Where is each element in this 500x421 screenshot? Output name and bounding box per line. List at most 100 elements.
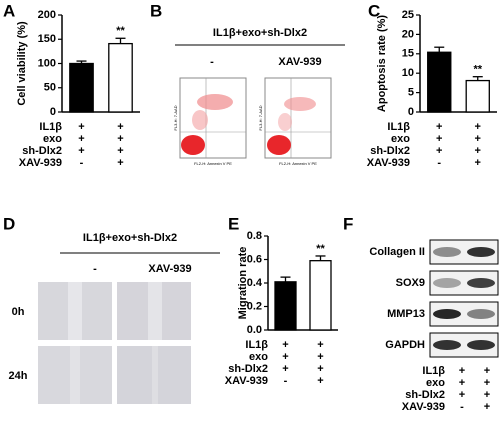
- condition-sign: +: [436, 133, 442, 145]
- condition-sign: +: [317, 375, 323, 387]
- condition-sign: +: [117, 121, 123, 133]
- condition-sign: +: [436, 121, 442, 133]
- condition-sign: +: [78, 121, 84, 133]
- condition-sign: +: [459, 365, 465, 377]
- panel-letter: F: [343, 214, 353, 233]
- y-axis-label: Migration rate: [237, 247, 249, 320]
- condition-sign: -: [284, 375, 288, 387]
- column-label: -: [210, 56, 214, 68]
- condition-label: exo: [43, 133, 62, 145]
- axis-label: FL3-H: 7-AAD: [258, 105, 263, 130]
- y-tick-label: 100: [38, 57, 56, 69]
- axis-label: FL2-H: Annexin V PE: [194, 161, 232, 166]
- condition-sign: +: [317, 339, 323, 351]
- condition-label: XAV-939: [225, 375, 268, 387]
- condition-sign: +: [117, 145, 123, 157]
- condition-sign: +: [282, 351, 288, 363]
- significance: **: [316, 243, 325, 255]
- condition-sign: +: [475, 145, 481, 157]
- condition-sign: +: [484, 389, 490, 401]
- bar: [427, 51, 452, 113]
- y-tick-label: 0.4: [247, 277, 263, 289]
- blot-band: [433, 278, 461, 288]
- row-label: 24h: [9, 370, 28, 382]
- condition-label: IL1β: [39, 121, 62, 133]
- protein-label: MMP13: [387, 308, 425, 320]
- bar: [108, 42, 133, 113]
- blot-band: [467, 340, 495, 350]
- panel-letter: D: [3, 214, 15, 233]
- y-tick-label: 20: [402, 28, 414, 40]
- blot-band: [467, 309, 495, 319]
- condition-sign: +: [484, 365, 490, 377]
- y-tick-label: 15: [402, 48, 414, 60]
- condition-sign: +: [317, 351, 323, 363]
- panel-letter: C: [368, 1, 380, 20]
- bar: [465, 79, 490, 113]
- condition-sign: +: [484, 401, 490, 413]
- condition-sign: +: [475, 133, 481, 145]
- y-tick-label: 200: [38, 9, 56, 21]
- y-tick-label: 10: [402, 67, 414, 79]
- axis-label: FL3-H: 7-AAD: [173, 105, 178, 130]
- condition-sign: +: [78, 133, 84, 145]
- condition-label: XAV-939: [367, 157, 410, 169]
- condition-sign: +: [282, 339, 288, 351]
- condition-label: sh-Dlx2: [22, 145, 62, 157]
- y-axis-label: Cell viability (%): [16, 21, 28, 106]
- bar: [69, 62, 94, 113]
- condition-sign: +: [475, 157, 481, 169]
- western-blots: [429, 239, 499, 358]
- y-tick-label: 5: [408, 87, 414, 99]
- panel-letter: E: [228, 214, 239, 233]
- flow-plot: FL2-H: Annexin V PE FL3-H: 7-AAD: [258, 77, 332, 166]
- column-label: XAV-939: [278, 56, 321, 68]
- protein-label: SOX9: [396, 277, 425, 289]
- condition-sign: +: [484, 377, 490, 389]
- y-tick-label: 0: [408, 106, 414, 118]
- axis-label: FL2-H: Annexin V PE: [279, 161, 317, 166]
- blot-band: [433, 309, 461, 319]
- condition-sign: +: [475, 121, 481, 133]
- condition-sign: +: [317, 363, 323, 375]
- y-tick-label: 0: [50, 106, 56, 118]
- column-label: -: [93, 263, 97, 275]
- condition-sign: +: [78, 145, 84, 157]
- protein-label: GAPDH: [385, 339, 425, 351]
- condition-label: IL1β: [422, 365, 445, 377]
- condition-sign: +: [459, 377, 465, 389]
- condition-label: IL1β: [387, 121, 410, 133]
- condition-sign: +: [117, 157, 123, 169]
- y-tick-label: 50: [44, 82, 56, 94]
- condition-label: sh-Dlx2: [405, 389, 445, 401]
- y-tick-label: 0.0: [247, 324, 262, 336]
- condition-label: exo: [426, 377, 445, 389]
- scratch-images: [38, 282, 191, 404]
- row-label: 0h: [12, 306, 25, 318]
- blot-frame: [429, 239, 499, 265]
- condition-sign: +: [436, 145, 442, 157]
- condition-sign: -: [460, 401, 464, 413]
- condition-label: XAV-939: [19, 157, 62, 169]
- condition-sign: -: [437, 157, 441, 169]
- panel-header: IL1β+exo+sh-Dlx2: [213, 27, 307, 39]
- significance: **: [473, 64, 482, 76]
- condition-label: exo: [391, 133, 410, 145]
- y-tick-label: 150: [38, 33, 56, 45]
- condition-sign: +: [459, 389, 465, 401]
- flow-plot: FL2-H: Annexin V PE FL3-H: 7-AAD: [173, 77, 247, 166]
- y-tick-label: 0.8: [247, 230, 262, 242]
- blot-band: [467, 247, 495, 257]
- column-label: XAV-939: [148, 263, 191, 275]
- condition-sign: -: [80, 157, 84, 169]
- y-tick-label: 25: [402, 9, 414, 21]
- bar: [274, 281, 297, 331]
- protein-label: Collagen II: [369, 246, 425, 258]
- condition-label: exo: [249, 351, 268, 363]
- condition-label: sh-Dlx2: [370, 145, 410, 157]
- panel-letter: A: [3, 1, 15, 20]
- condition-sign: +: [282, 363, 288, 375]
- condition-label: XAV-939: [402, 401, 445, 413]
- y-tick-label: 0.6: [247, 253, 262, 265]
